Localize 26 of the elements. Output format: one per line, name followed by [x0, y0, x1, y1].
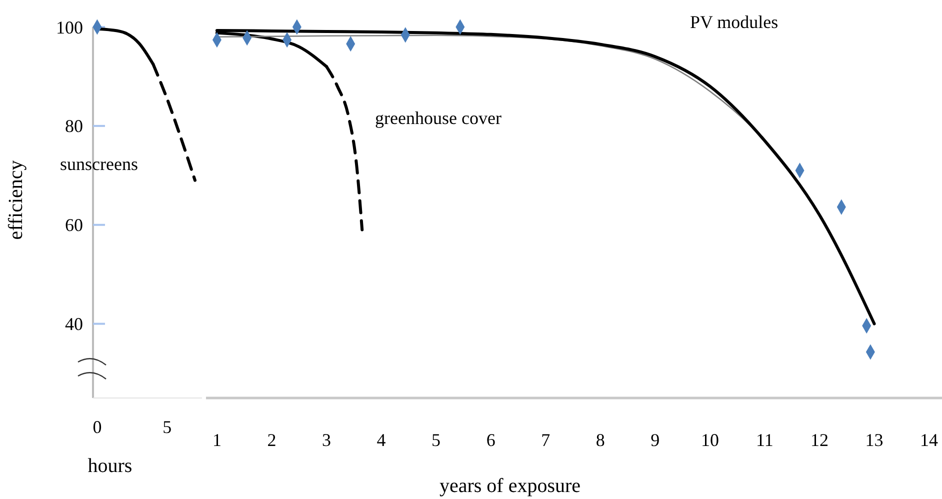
x-tick-label: 6 [486, 430, 496, 450]
x-tick-label: 12 [810, 430, 828, 450]
y-tick-label: 100 [56, 17, 83, 38]
x-tick-label: 5 [432, 430, 441, 450]
annotation: sunscreens [60, 154, 138, 174]
x-tick-label: 2 [267, 430, 276, 450]
y-tick-label: 40 [65, 314, 83, 334]
x-tick-label: 3 [322, 430, 332, 450]
x-tick-label: 11 [756, 430, 774, 450]
x-tick-label: 1 [212, 430, 222, 450]
annotation: greenhouse cover [375, 108, 502, 128]
annotation: PV modules [690, 12, 778, 32]
y-axis-title: efficiency [5, 160, 27, 240]
y-tick-label: 60 [65, 215, 83, 236]
x-tick-label: 8 [596, 430, 605, 450]
x-axis-title: years of exposure [439, 475, 581, 497]
x-tick-label: 13 [865, 430, 884, 450]
x-tick-label: 9 [650, 430, 660, 450]
x-tick-label: 4 [376, 430, 386, 450]
x-tick-label: 14 [920, 430, 938, 450]
x-tick-label: 7 [541, 430, 550, 450]
x-axis-title: hours [88, 455, 132, 477]
x-tick-label: 5 [162, 417, 172, 437]
x-tick-label: 0 [92, 417, 102, 437]
x-tick-label: 10 [700, 430, 719, 450]
y-tick-label: 80 [65, 116, 83, 136]
